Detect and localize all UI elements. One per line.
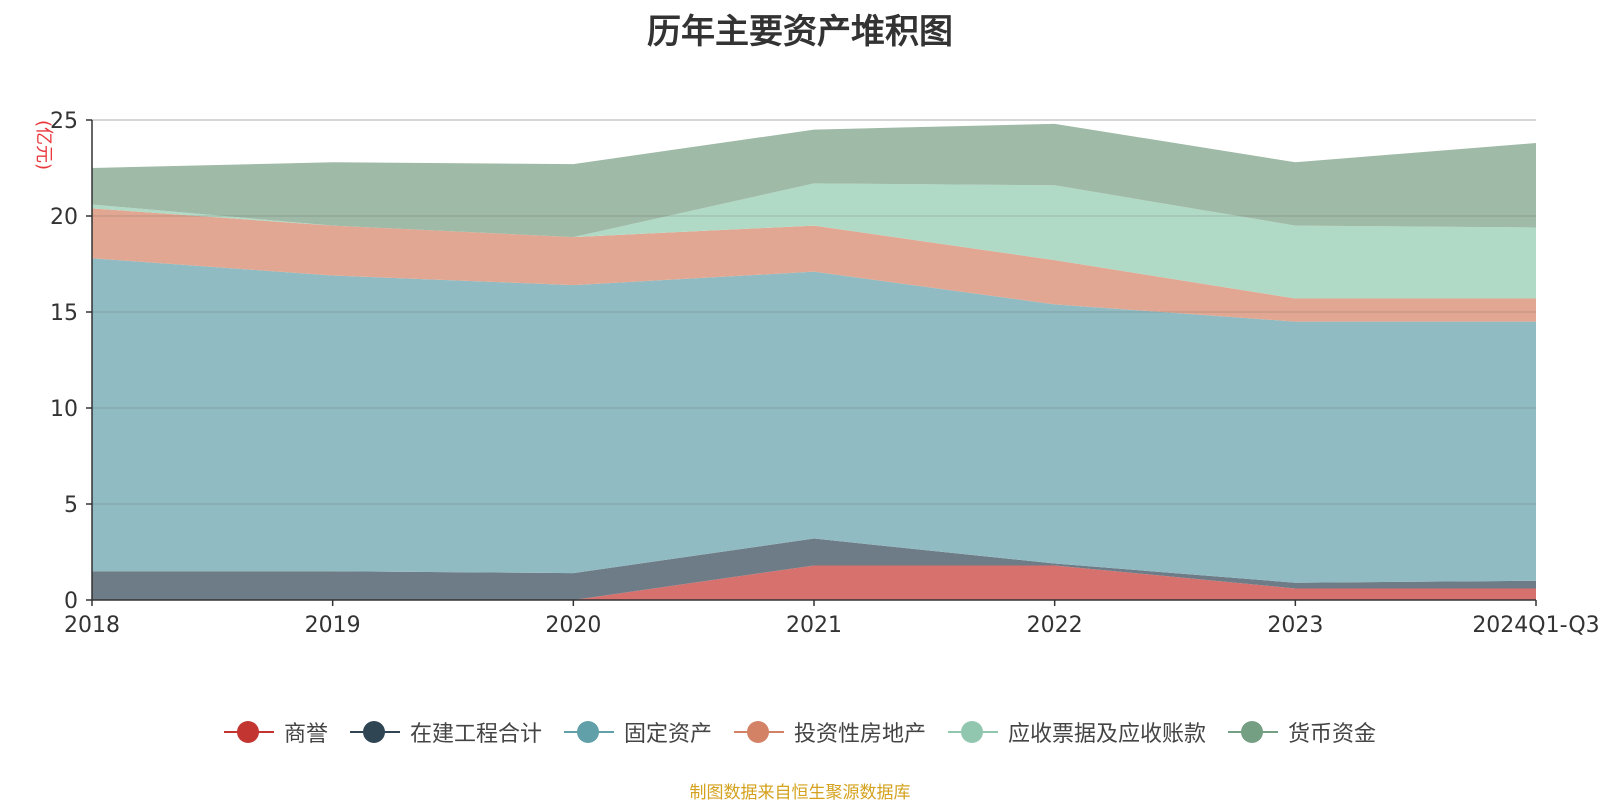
y-tick-label-1: 5 xyxy=(64,493,78,518)
legend-marker-icon xyxy=(734,720,784,744)
y-tick-label-3: 15 xyxy=(50,301,78,326)
legend-label: 商誉 xyxy=(283,722,328,747)
legend-label: 货币资金 xyxy=(1288,722,1377,747)
axes: 0 5 10 15 20 25 2018 2019 2020 2021 2022 2023 2024Q1… xyxy=(33,109,1600,638)
y-tick-label-4: 20 xyxy=(50,205,78,230)
area-series-3 xyxy=(92,208,1536,322)
area-series-1 xyxy=(92,538,1536,600)
x-tick-label-2: 2020 xyxy=(545,613,601,638)
legend-item-4[interactable]: 应收票据及应收账款 xyxy=(948,716,1206,748)
legend-marker-icon xyxy=(349,720,400,744)
legend-label: 在建工程合计 xyxy=(409,722,542,747)
legend-marker-icon xyxy=(1228,720,1279,744)
x-tick-label-4: 2022 xyxy=(1027,613,1083,638)
x-tick-label-0: 2018 xyxy=(64,613,120,638)
legend-item-5[interactable]: 货币资金 xyxy=(1228,716,1376,748)
x-tick-label-1: 2019 xyxy=(305,613,361,638)
area-series-0 xyxy=(92,565,1536,600)
legend-item-2[interactable]: 固定资产 xyxy=(563,716,712,748)
legend-label: 应收票据及应收账款 xyxy=(1008,722,1207,747)
y-axis-label: (亿元) xyxy=(33,120,54,170)
chart-title: 历年主要资产堆积图 xyxy=(647,12,953,52)
source-note: 制图数据来自恒生聚源数据库 xyxy=(689,783,911,803)
area-series-2 xyxy=(92,258,1536,583)
x-tick-label-3: 2021 xyxy=(786,613,842,638)
legend-marker-icon xyxy=(948,720,999,744)
area-series-4 xyxy=(92,183,1536,299)
x-tick-label-5: 2023 xyxy=(1267,613,1323,638)
legend-item-0[interactable]: 商誉 xyxy=(223,716,328,748)
legend-item-3[interactable]: 投资性房地产 xyxy=(734,716,926,748)
legend: 商誉 在建工程合计 固定资产 投资性房地产 应收票据及应收账款 货币资金 xyxy=(0,716,1600,748)
area-series-5 xyxy=(92,123,1536,238)
x-tick-label-6: 2024Q1-Q3 xyxy=(1472,613,1599,638)
y-tick-label-0: 0 xyxy=(64,589,78,614)
legend-item-1[interactable]: 在建工程合计 xyxy=(349,716,542,748)
legend-label: 固定资产 xyxy=(623,722,712,747)
area-series xyxy=(92,123,1536,600)
legend-label: 投资性房地产 xyxy=(794,722,927,747)
y-tick-label-2: 10 xyxy=(50,397,78,422)
legend-marker-icon xyxy=(223,720,274,744)
legend-marker-icon xyxy=(563,720,614,744)
y-tick-label-5: 25 xyxy=(50,109,78,134)
